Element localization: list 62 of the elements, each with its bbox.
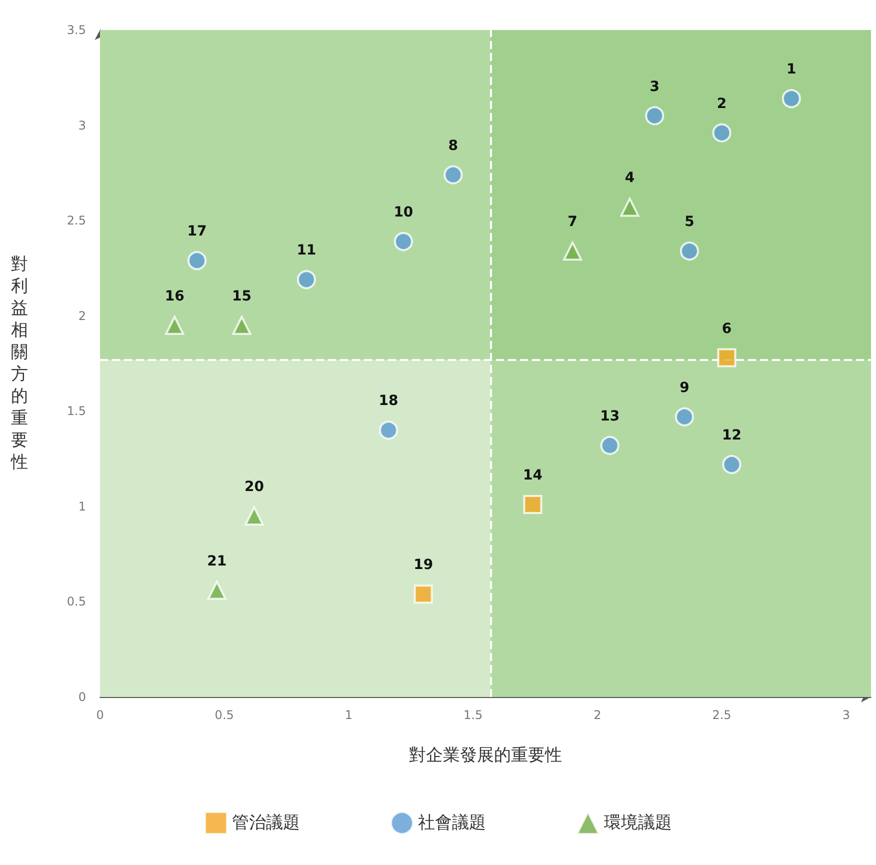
point	[165, 316, 184, 335]
legend-label: 管治議題	[232, 813, 300, 833]
point	[414, 584, 433, 604]
point	[444, 165, 463, 184]
y-tick-label: 0	[78, 690, 86, 704]
x-tick-label: 0	[96, 708, 104, 722]
annotation: 11	[296, 242, 316, 259]
point	[712, 123, 732, 142]
x-tick-label: 3	[842, 708, 850, 722]
annotation: 6	[722, 320, 732, 337]
point	[620, 198, 640, 217]
y-tick-label: 3	[78, 118, 86, 132]
annotation: 15	[232, 288, 252, 304]
point	[680, 242, 699, 261]
x-tick-label: 1.5	[464, 708, 483, 722]
annotation: 4	[624, 170, 635, 186]
y-tick-label: 1	[78, 499, 86, 514]
annotation: 9	[680, 380, 690, 396]
point	[296, 270, 316, 290]
annotation: 14	[523, 468, 543, 484]
y-tick-label: 2.5	[66, 214, 86, 228]
y-tick-label: 0.5	[66, 594, 86, 609]
x-tick-label: 1	[344, 708, 353, 722]
annotation: 12	[722, 428, 742, 444]
point	[523, 495, 542, 514]
point	[244, 506, 264, 526]
point	[600, 436, 620, 455]
point	[674, 407, 694, 426]
x-axis-title: 對企業發展的重要性	[409, 746, 562, 766]
point	[379, 420, 398, 440]
annotation: 17	[187, 224, 207, 240]
annotation: 8	[448, 138, 458, 154]
annotation: 13	[600, 408, 620, 424]
annotation: 7	[568, 214, 578, 230]
x-tick-label: 2	[594, 708, 602, 722]
annotation: 5	[684, 214, 694, 230]
y-tick-label: 2	[78, 308, 86, 323]
annotation: 21	[207, 553, 227, 570]
annotation: 20	[244, 478, 264, 495]
annotation: 3	[650, 78, 660, 95]
y-tick-label: 3.5	[66, 23, 86, 37]
point	[645, 106, 664, 126]
point	[782, 89, 801, 108]
y-tick-label: 1.5	[66, 404, 86, 418]
legend-label: 環境議題	[604, 813, 672, 833]
x-tick-label: 2.5	[712, 708, 732, 722]
text: 對利益相關方的重要性	[11, 254, 28, 472]
point	[394, 232, 413, 252]
point	[722, 455, 742, 474]
annotation: 18	[378, 393, 398, 410]
point	[232, 316, 252, 335]
point	[717, 348, 736, 368]
point	[207, 580, 226, 600]
annotation: 10	[394, 204, 414, 221]
point	[563, 242, 582, 261]
legend-label: 社會議題	[418, 813, 486, 833]
annotation: 1	[786, 62, 796, 78]
annotation: 2	[716, 96, 727, 112]
annotation: 16	[164, 288, 184, 304]
point	[188, 251, 206, 270]
annotation: 19	[414, 557, 434, 574]
x-tick-label: 0.5	[214, 708, 234, 722]
